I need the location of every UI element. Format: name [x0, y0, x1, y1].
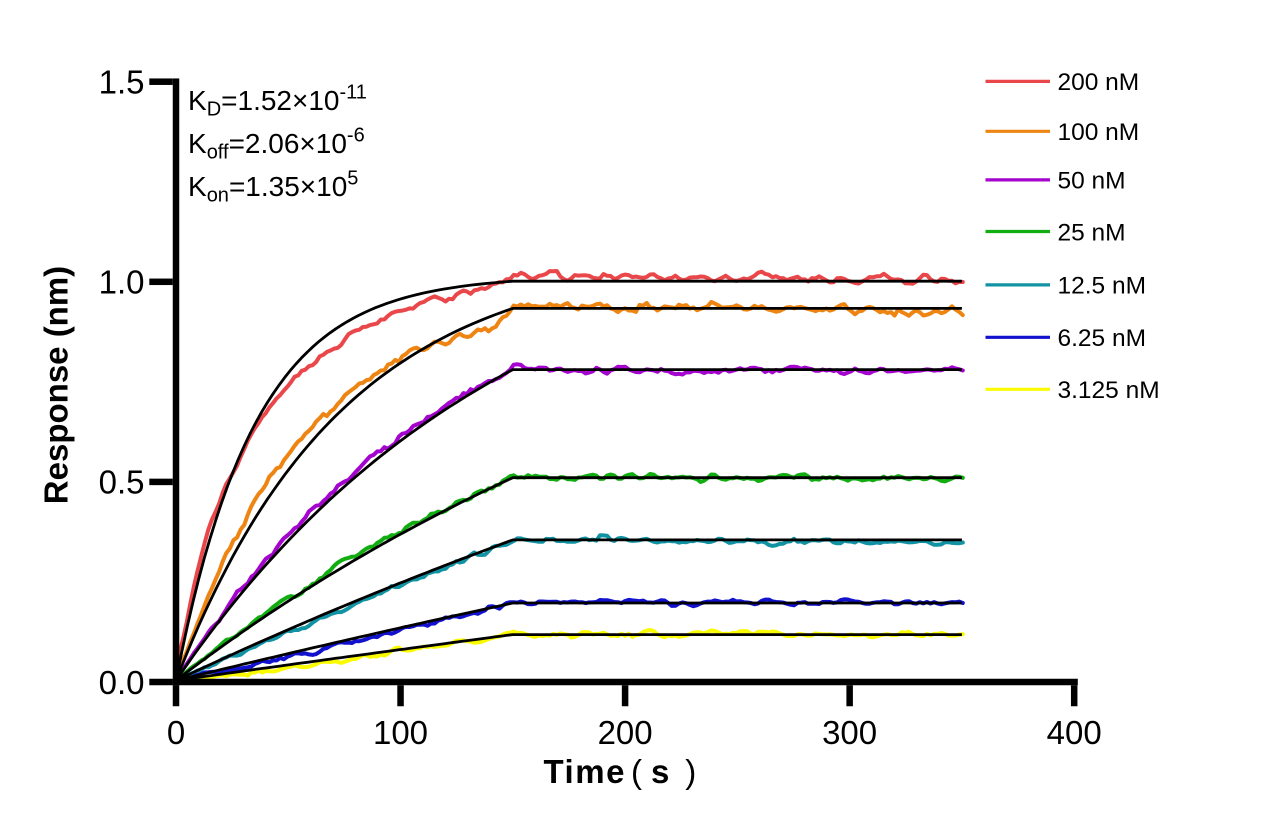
- svg-text:50 nM: 50 nM: [1058, 168, 1126, 195]
- svg-text:200: 200: [598, 714, 653, 751]
- svg-text:3.125 nM: 3.125 nM: [1058, 377, 1160, 404]
- svg-text:25 nM: 25 nM: [1058, 219, 1126, 246]
- svg-text:12.5 nM: 12.5 nM: [1058, 273, 1147, 300]
- svg-text:200 nM: 200 nM: [1058, 69, 1140, 96]
- svg-text:Koff=2.06×10-6: Koff=2.06×10-6: [188, 125, 365, 164]
- svg-text:6.25 nM: 6.25 nM: [1058, 325, 1147, 352]
- svg-text:Time(s): Time(s): [544, 753, 697, 790]
- svg-text:100 nM: 100 nM: [1058, 119, 1140, 146]
- svg-text:0: 0: [167, 714, 185, 751]
- svg-text:100: 100: [373, 714, 428, 751]
- svg-text:1.0: 1.0: [99, 264, 145, 301]
- svg-text:0.5: 0.5: [99, 464, 145, 501]
- svg-text:Response (nm): Response (nm): [38, 266, 75, 504]
- svg-text:400: 400: [1047, 714, 1102, 751]
- svg-text:0.0: 0.0: [99, 664, 145, 701]
- svg-text:300: 300: [822, 714, 877, 751]
- svg-text:1.5: 1.5: [99, 64, 145, 101]
